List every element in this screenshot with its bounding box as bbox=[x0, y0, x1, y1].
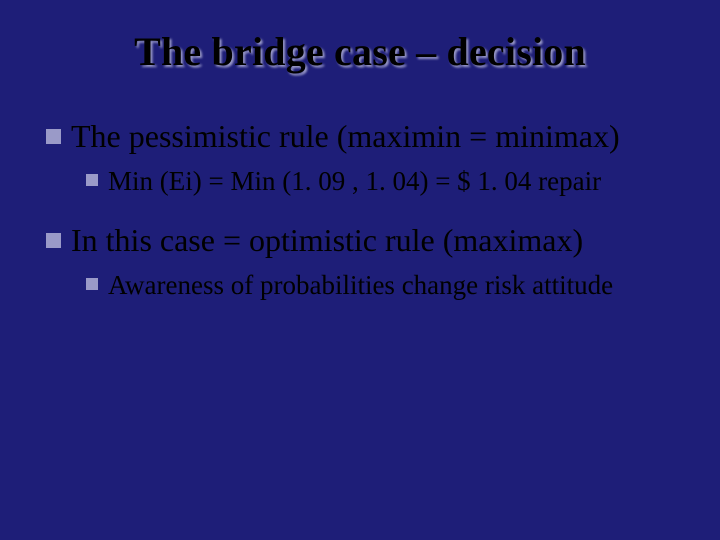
list-item-text: Min (Ei) = Min (1. 09 , 1. 04) = $ 1. 04… bbox=[108, 164, 680, 199]
list-item: Min (Ei) = Min (1. 09 , 1. 04) = $ 1. 04… bbox=[86, 164, 680, 199]
square-bullet-icon bbox=[46, 129, 61, 144]
list-item-text: The pessimistic rule (maximin = minimax) bbox=[71, 117, 680, 156]
spacer bbox=[40, 207, 680, 221]
slide: The bridge case – decision The pessimist… bbox=[0, 0, 720, 540]
list-item: The pessimistic rule (maximin = minimax) bbox=[46, 117, 680, 156]
list-item-text: Awareness of probabilities change risk a… bbox=[108, 268, 680, 303]
list-item-text: In this case = optimistic rule (maximax) bbox=[71, 221, 680, 260]
square-bullet-icon bbox=[46, 233, 61, 248]
square-bullet-icon bbox=[86, 278, 98, 290]
slide-title: The bridge case – decision bbox=[40, 28, 680, 75]
list-item: Awareness of probabilities change risk a… bbox=[86, 268, 680, 303]
list-item: In this case = optimistic rule (maximax) bbox=[46, 221, 680, 260]
square-bullet-icon bbox=[86, 174, 98, 186]
